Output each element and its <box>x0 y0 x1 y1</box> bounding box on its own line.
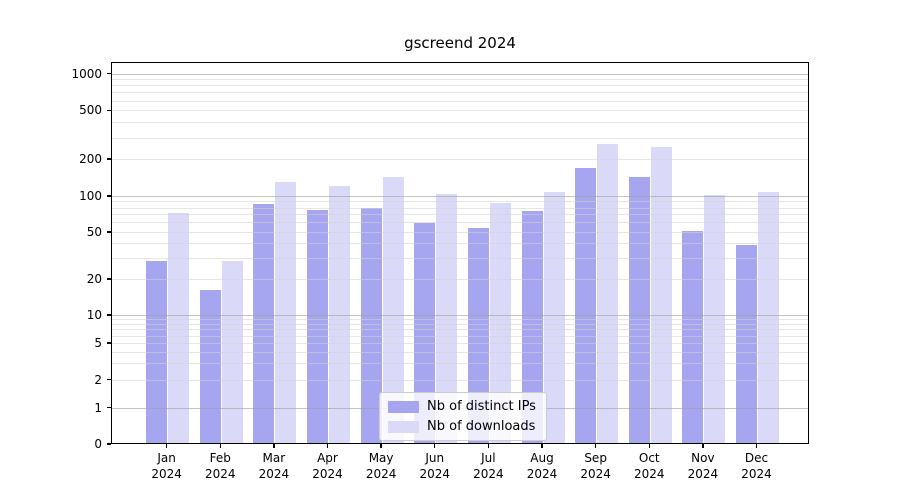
y-tick-mark <box>106 278 111 280</box>
legend-swatch-downloads <box>388 420 419 433</box>
y-tick-mark <box>106 406 111 409</box>
y-tick-label: 1 <box>94 400 102 415</box>
x-tick-label: Jan 2024 <box>151 451 182 481</box>
bar-downloads <box>382 176 404 443</box>
y-tick-mark <box>106 314 111 316</box>
x-tick-label: Mar 2024 <box>258 451 290 481</box>
legend-swatch-distinct-ips <box>388 400 419 413</box>
legend: Nb of distinct IPs Nb of downloads <box>379 392 547 441</box>
bar-distinct-ips <box>467 227 489 443</box>
y-tick-label: 1000 <box>71 66 102 81</box>
x-tick-label: Aug 2024 <box>526 451 558 481</box>
y-tick-mark <box>106 231 111 233</box>
x-tick-label: Apr 2024 <box>312 451 343 481</box>
bar-downloads <box>275 182 297 443</box>
x-tick-mark <box>594 444 597 448</box>
y-tick-mark <box>106 109 111 112</box>
x-tick-mark <box>219 444 221 448</box>
y-tick-label: 200 <box>79 152 102 167</box>
y-tick-label: 5 <box>94 335 102 350</box>
bar-distinct-ips <box>306 209 328 443</box>
bar-distinct-ips <box>253 204 275 443</box>
bar-downloads <box>328 186 350 443</box>
bar-downloads <box>168 213 190 443</box>
bars-layer <box>112 63 808 443</box>
x-tick-mark <box>165 444 168 448</box>
bar-distinct-ips <box>628 177 650 443</box>
legend-label-distinct-ips: Nb of distinct IPs <box>427 399 536 414</box>
y-tick-label: 20 <box>86 272 102 287</box>
x-tick-mark <box>755 444 758 448</box>
x-tick-label: May 2024 <box>365 451 397 481</box>
bar-distinct-ips <box>199 289 221 443</box>
x-tick-mark <box>326 444 329 448</box>
y-tick-label: 2 <box>94 372 102 387</box>
chart-title: gscreend 2024 <box>404 34 516 52</box>
x-tick-label: Jul 2024 <box>473 451 504 481</box>
bar-distinct-ips <box>360 207 382 443</box>
y-tick-label: 500 <box>79 103 102 118</box>
y-tick-label: 50 <box>86 224 102 239</box>
bar-distinct-ips <box>414 223 436 443</box>
bar-downloads <box>704 195 726 443</box>
bar-downloads <box>758 191 780 443</box>
x-tick-label: Sep 2024 <box>580 451 611 481</box>
x-tick-mark <box>541 444 543 448</box>
bar-distinct-ips <box>146 260 168 443</box>
bar-downloads <box>489 203 511 443</box>
y-tick-mark <box>106 195 111 197</box>
bar-distinct-ips <box>736 245 758 443</box>
y-tick-mark <box>106 72 111 75</box>
x-tick-mark <box>434 444 436 448</box>
bar-distinct-ips <box>521 210 543 443</box>
bar-downloads <box>436 193 458 443</box>
x-tick-label: Feb 2024 <box>204 451 236 481</box>
y-tick-label: 0 <box>94 437 102 451</box>
x-tick-label: Dec 2024 <box>741 451 772 481</box>
legend-item-distinct-ips: Nb of distinct IPs <box>388 399 536 414</box>
y-tick-mark <box>106 443 111 445</box>
bar-distinct-ips <box>575 168 597 443</box>
x-tick-label: Jun 2024 <box>419 451 451 481</box>
plot-area: Nb of distinct IPs Nb of downloads <box>111 62 809 444</box>
legend-label-downloads: Nb of downloads <box>427 419 536 434</box>
y-tick-mark <box>106 342 111 344</box>
y-tick-mark <box>106 158 111 160</box>
y-tick-label: 10 <box>86 308 102 322</box>
bar-downloads <box>221 260 243 443</box>
x-tick-mark <box>487 444 490 448</box>
x-tick-mark <box>380 444 382 448</box>
y-tick-label: 100 <box>79 189 102 203</box>
y-tick-mark <box>106 378 111 381</box>
x-tick-mark <box>702 444 704 448</box>
legend-item-downloads: Nb of downloads <box>388 419 536 434</box>
x-tick-mark <box>648 444 650 448</box>
x-tick-mark <box>273 444 275 448</box>
x-tick-label: Nov 2024 <box>687 451 719 481</box>
bar-downloads <box>650 147 672 443</box>
x-tick-label: Oct 2024 <box>633 451 665 481</box>
bar-distinct-ips <box>682 230 704 443</box>
bar-downloads <box>597 144 619 443</box>
